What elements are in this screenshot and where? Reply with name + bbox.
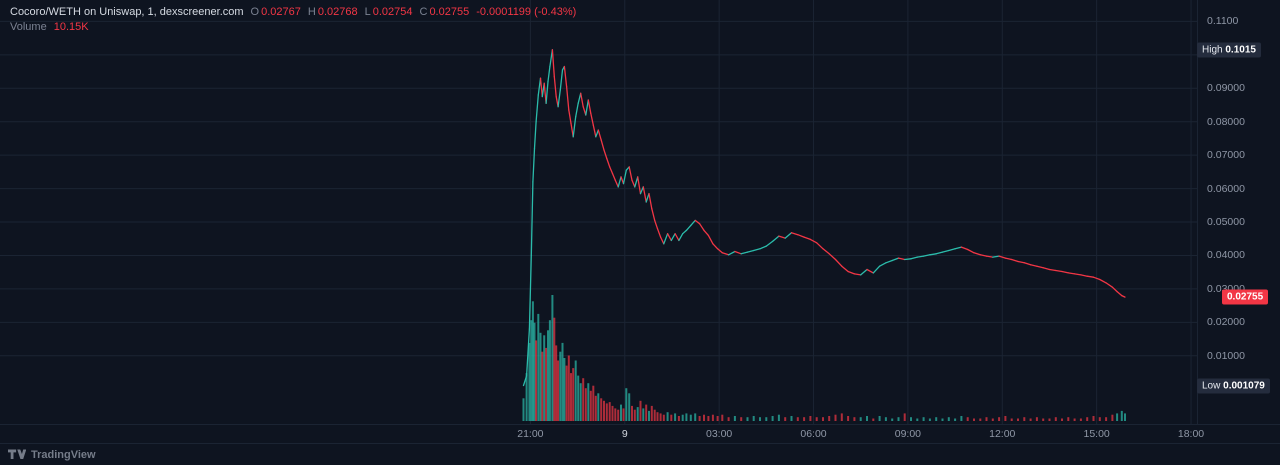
change-value: -0.0001199 (-0.43%)	[476, 6, 577, 18]
time-tick-label: 9	[621, 428, 628, 440]
legend: Cocoro/WETH on Uniswap, 1, dexscreener.c…	[10, 5, 576, 35]
time-tick-label: 09:00	[894, 428, 922, 440]
price-tick-label: 0.06000	[1207, 182, 1245, 195]
high-label: H	[307, 6, 316, 18]
price-tick-label: 0.08000	[1207, 115, 1245, 128]
volume-value: 10.15K	[53, 21, 89, 33]
price-tick-label: 0.07000	[1207, 149, 1245, 162]
grid-lines	[0, 0, 1197, 424]
low-value: 0.02754	[372, 6, 413, 18]
price-line	[522, 49, 1126, 387]
ohlc-open: O 0.02767	[251, 5, 301, 20]
price-tick-label: 0.05000	[1207, 216, 1245, 229]
open-value: 0.02767	[261, 6, 301, 18]
ohlc-low: L 0.02754	[365, 5, 413, 20]
time-tick-label: 03:00	[706, 428, 733, 440]
legend-symbol-row: Cocoro/WETH on Uniswap, 1, dexscreener.c…	[10, 5, 576, 20]
price-tick-label: 0.02000	[1207, 316, 1245, 329]
footer-bar: TradingView	[0, 443, 1280, 465]
price-tick-label: 0.03000	[1207, 282, 1245, 295]
ohlc-high: H 0.02768	[308, 5, 358, 20]
chart-canvas[interactable]	[0, 0, 1280, 424]
price-tick-label: 0.1100	[1207, 15, 1239, 28]
open-label: O	[250, 6, 260, 18]
high-value: 0.02768	[317, 6, 358, 18]
tradingview-logo-icon	[8, 449, 26, 459]
ohlc-close: C 0.02755	[419, 5, 469, 20]
time-tick-label: 06:00	[800, 428, 827, 440]
time-tick-label: 12:00	[989, 428, 1016, 440]
low-label: L	[364, 6, 371, 18]
tradingview-brand: TradingView	[31, 448, 96, 461]
time-tick-label: 18:00	[1177, 428, 1205, 440]
price-tick-label: 0.04000	[1207, 249, 1245, 262]
close-label: C	[419, 6, 428, 18]
price-scale[interactable]: 0.1100 0.09000 0.08000 0.07000 0.06000 0.0500…	[1197, 0, 1280, 424]
price-tick-label: 0.09000	[1207, 82, 1245, 95]
price-tick-label: 0.01000	[1207, 349, 1245, 362]
close-value: 0.02755	[429, 6, 470, 18]
time-tick-label: 15:00	[1083, 428, 1110, 440]
tradingview-logo-link[interactable]: TradingView	[8, 449, 96, 461]
symbol-title[interactable]: Cocoro/WETH on Uniswap, 1, dexscreener.c…	[10, 6, 244, 18]
volume-label: Volume	[10, 21, 47, 33]
time-tick-label: 21:00	[517, 428, 544, 440]
legend-volume-row: Volume 10.15K	[10, 20, 576, 35]
time-scale[interactable]: 21:00 9 03:00 06:00 09:00 12:00 15:00 18:00	[0, 424, 1280, 443]
volume-bars	[522, 295, 1126, 421]
